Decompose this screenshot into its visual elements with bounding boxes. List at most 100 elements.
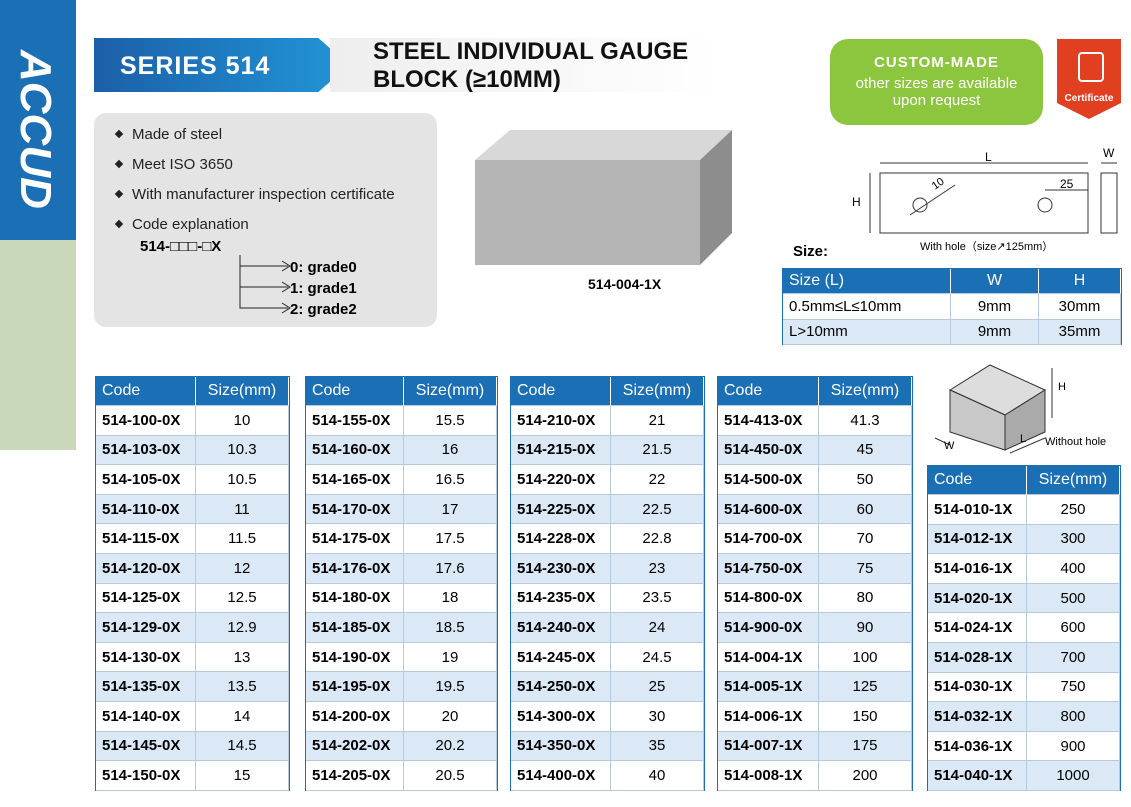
table-header: Size(mm) (196, 377, 289, 406)
table-cell: 514-020-1X (928, 583, 1027, 614)
dim-label: L (1020, 433, 1027, 445)
table-cell: 10 (196, 406, 289, 436)
table-cell: 23.5 (611, 583, 704, 614)
title: STEEL INDIVIDUAL GAUGE BLOCK (≥10MM) (373, 38, 688, 94)
table-cell: 700 (1027, 643, 1120, 673)
table-cell: 17.6 (404, 554, 497, 584)
title-line: BLOCK (≥10MM) (373, 66, 561, 93)
table-cell: 514-120-0X (96, 554, 196, 584)
table-cell: 12 (196, 554, 289, 584)
series-banner (94, 38, 349, 92)
table-cell: 514-160-0X (306, 435, 404, 466)
dim-label: H (1058, 381, 1066, 393)
table-cell: 514-450-0X (718, 435, 819, 466)
table-cell: 514-016-1X (928, 554, 1027, 584)
table-cell: 514-170-0X (306, 494, 404, 525)
table-cell: 400 (1027, 554, 1120, 584)
table-cell: 514-215-0X (511, 435, 611, 466)
table-cell: 514-129-0X (96, 613, 196, 643)
table-cell: 514-235-0X (511, 583, 611, 614)
table-cell: 13.5 (196, 672, 289, 702)
code-table: Code Size(mm) 514-210-0X 21 514-215-0X 21.5 51… (510, 376, 705, 791)
table-cell: 35mm (1039, 319, 1121, 345)
plain-diagram (934, 364, 1053, 454)
feature-box (94, 113, 437, 327)
table-cell: 175 (819, 731, 912, 762)
diagram-caption: With hole（size↗125mm） (920, 241, 1054, 253)
table-cell: 514-228-0X (511, 524, 611, 554)
table-cell: 514-750-0X (718, 554, 819, 584)
feature: With manufacturer inspection certificate (114, 186, 395, 216)
table-cell: 750 (1027, 672, 1120, 703)
table-cell: 514-190-0X (306, 642, 404, 673)
code-table: Code Size(mm) 514-155-0X 15.5 514-160-0X 16 51… (305, 376, 498, 791)
table-cell: 30mm (1039, 294, 1121, 320)
table-cell: 514-125-0X (96, 583, 196, 614)
table-cell: 125 (819, 672, 912, 702)
table-cell: 80 (819, 583, 912, 614)
table-cell: 514-024-1X (928, 613, 1027, 643)
bullet (114, 189, 124, 199)
title-line: STEEL INDIVIDUAL GAUGE (373, 38, 689, 65)
table-cell: 15.5 (404, 406, 497, 436)
table-cell: 41.3 (819, 406, 912, 436)
table-cell: 514-225-0X (511, 494, 611, 525)
table-cell: 514-028-1X (928, 643, 1027, 673)
table-cell: 500 (1027, 583, 1120, 614)
dim-label: 25 (1060, 177, 1074, 191)
bullet (114, 219, 124, 229)
table-header: Size (L) (783, 269, 951, 294)
table-cell: 800 (1027, 702, 1120, 732)
table-cell: 514-220-0X (511, 465, 611, 495)
table-cell: 30 (611, 702, 704, 732)
table-cell: 35 (611, 731, 704, 762)
feature-text: With manufacturer inspection certificate (132, 186, 395, 203)
table-header: W (951, 269, 1039, 294)
table-cell: 514-250-0X (511, 672, 611, 702)
table-cell: 514-413-0X (718, 406, 819, 436)
feature-list: Made of steel Meet ISO 3650 With manufactu… (114, 126, 395, 246)
table-header: Code (96, 377, 196, 406)
table-cell: 514-500-0X (718, 465, 819, 495)
grades: 0: grade0 1: grade1 2: grade2 (290, 257, 357, 320)
code-arrows (239, 255, 291, 314)
custom-text: other sizes are available (855, 75, 1018, 92)
table-cell: 70 (819, 524, 912, 554)
grade: 0: grade0 (290, 259, 357, 276)
table-cell: 16.5 (404, 465, 497, 495)
table-cell: 10.5 (196, 465, 289, 495)
diagram-caption: Without hole (1045, 436, 1107, 448)
table-cell: 514-135-0X (96, 672, 196, 702)
table-cell: 514-350-0X (511, 731, 611, 762)
table-cell: 20 (404, 702, 497, 732)
feature-text: Made of steel (132, 126, 223, 143)
table-cell: 9mm (951, 294, 1039, 320)
feature-text: Code explanation (132, 216, 249, 233)
table-header: Code (928, 466, 1027, 495)
table-cell: 514-200-0X (306, 702, 404, 732)
table-cell: 17 (404, 494, 497, 525)
custom-title: CUSTOM-MADE (874, 54, 999, 71)
table-cell: 24.5 (611, 642, 704, 673)
code-pattern: 514-□□□-□X (140, 238, 222, 255)
table-cell: 514-103-0X (96, 435, 196, 466)
table-cell: 514-105-0X (96, 465, 196, 495)
code-table: Code Size(mm) 514-100-0X 10 514-103-0X 10.3 51… (95, 376, 290, 791)
table-cell: 514-800-0X (718, 583, 819, 614)
table-header: Size(mm) (611, 377, 704, 406)
table-cell: 514-100-0X (96, 406, 196, 436)
table-cell: 10.3 (196, 435, 289, 466)
dim-label: L (985, 150, 992, 164)
table-cell: 514-240-0X (511, 613, 611, 643)
table-cell: 514-202-0X (306, 731, 404, 762)
table-header: Code (718, 377, 819, 406)
feature-text: Meet ISO 3650 (132, 156, 233, 173)
cert-icon (1078, 52, 1104, 82)
table-cell: 514-150-0X (96, 761, 196, 791)
table-header: Code (306, 377, 404, 406)
table-cell: 514-176-0X (306, 554, 404, 584)
table-cell: 514-032-1X (928, 702, 1027, 732)
table-cell: 22.8 (611, 524, 704, 554)
table-cell: 11.5 (196, 524, 289, 554)
